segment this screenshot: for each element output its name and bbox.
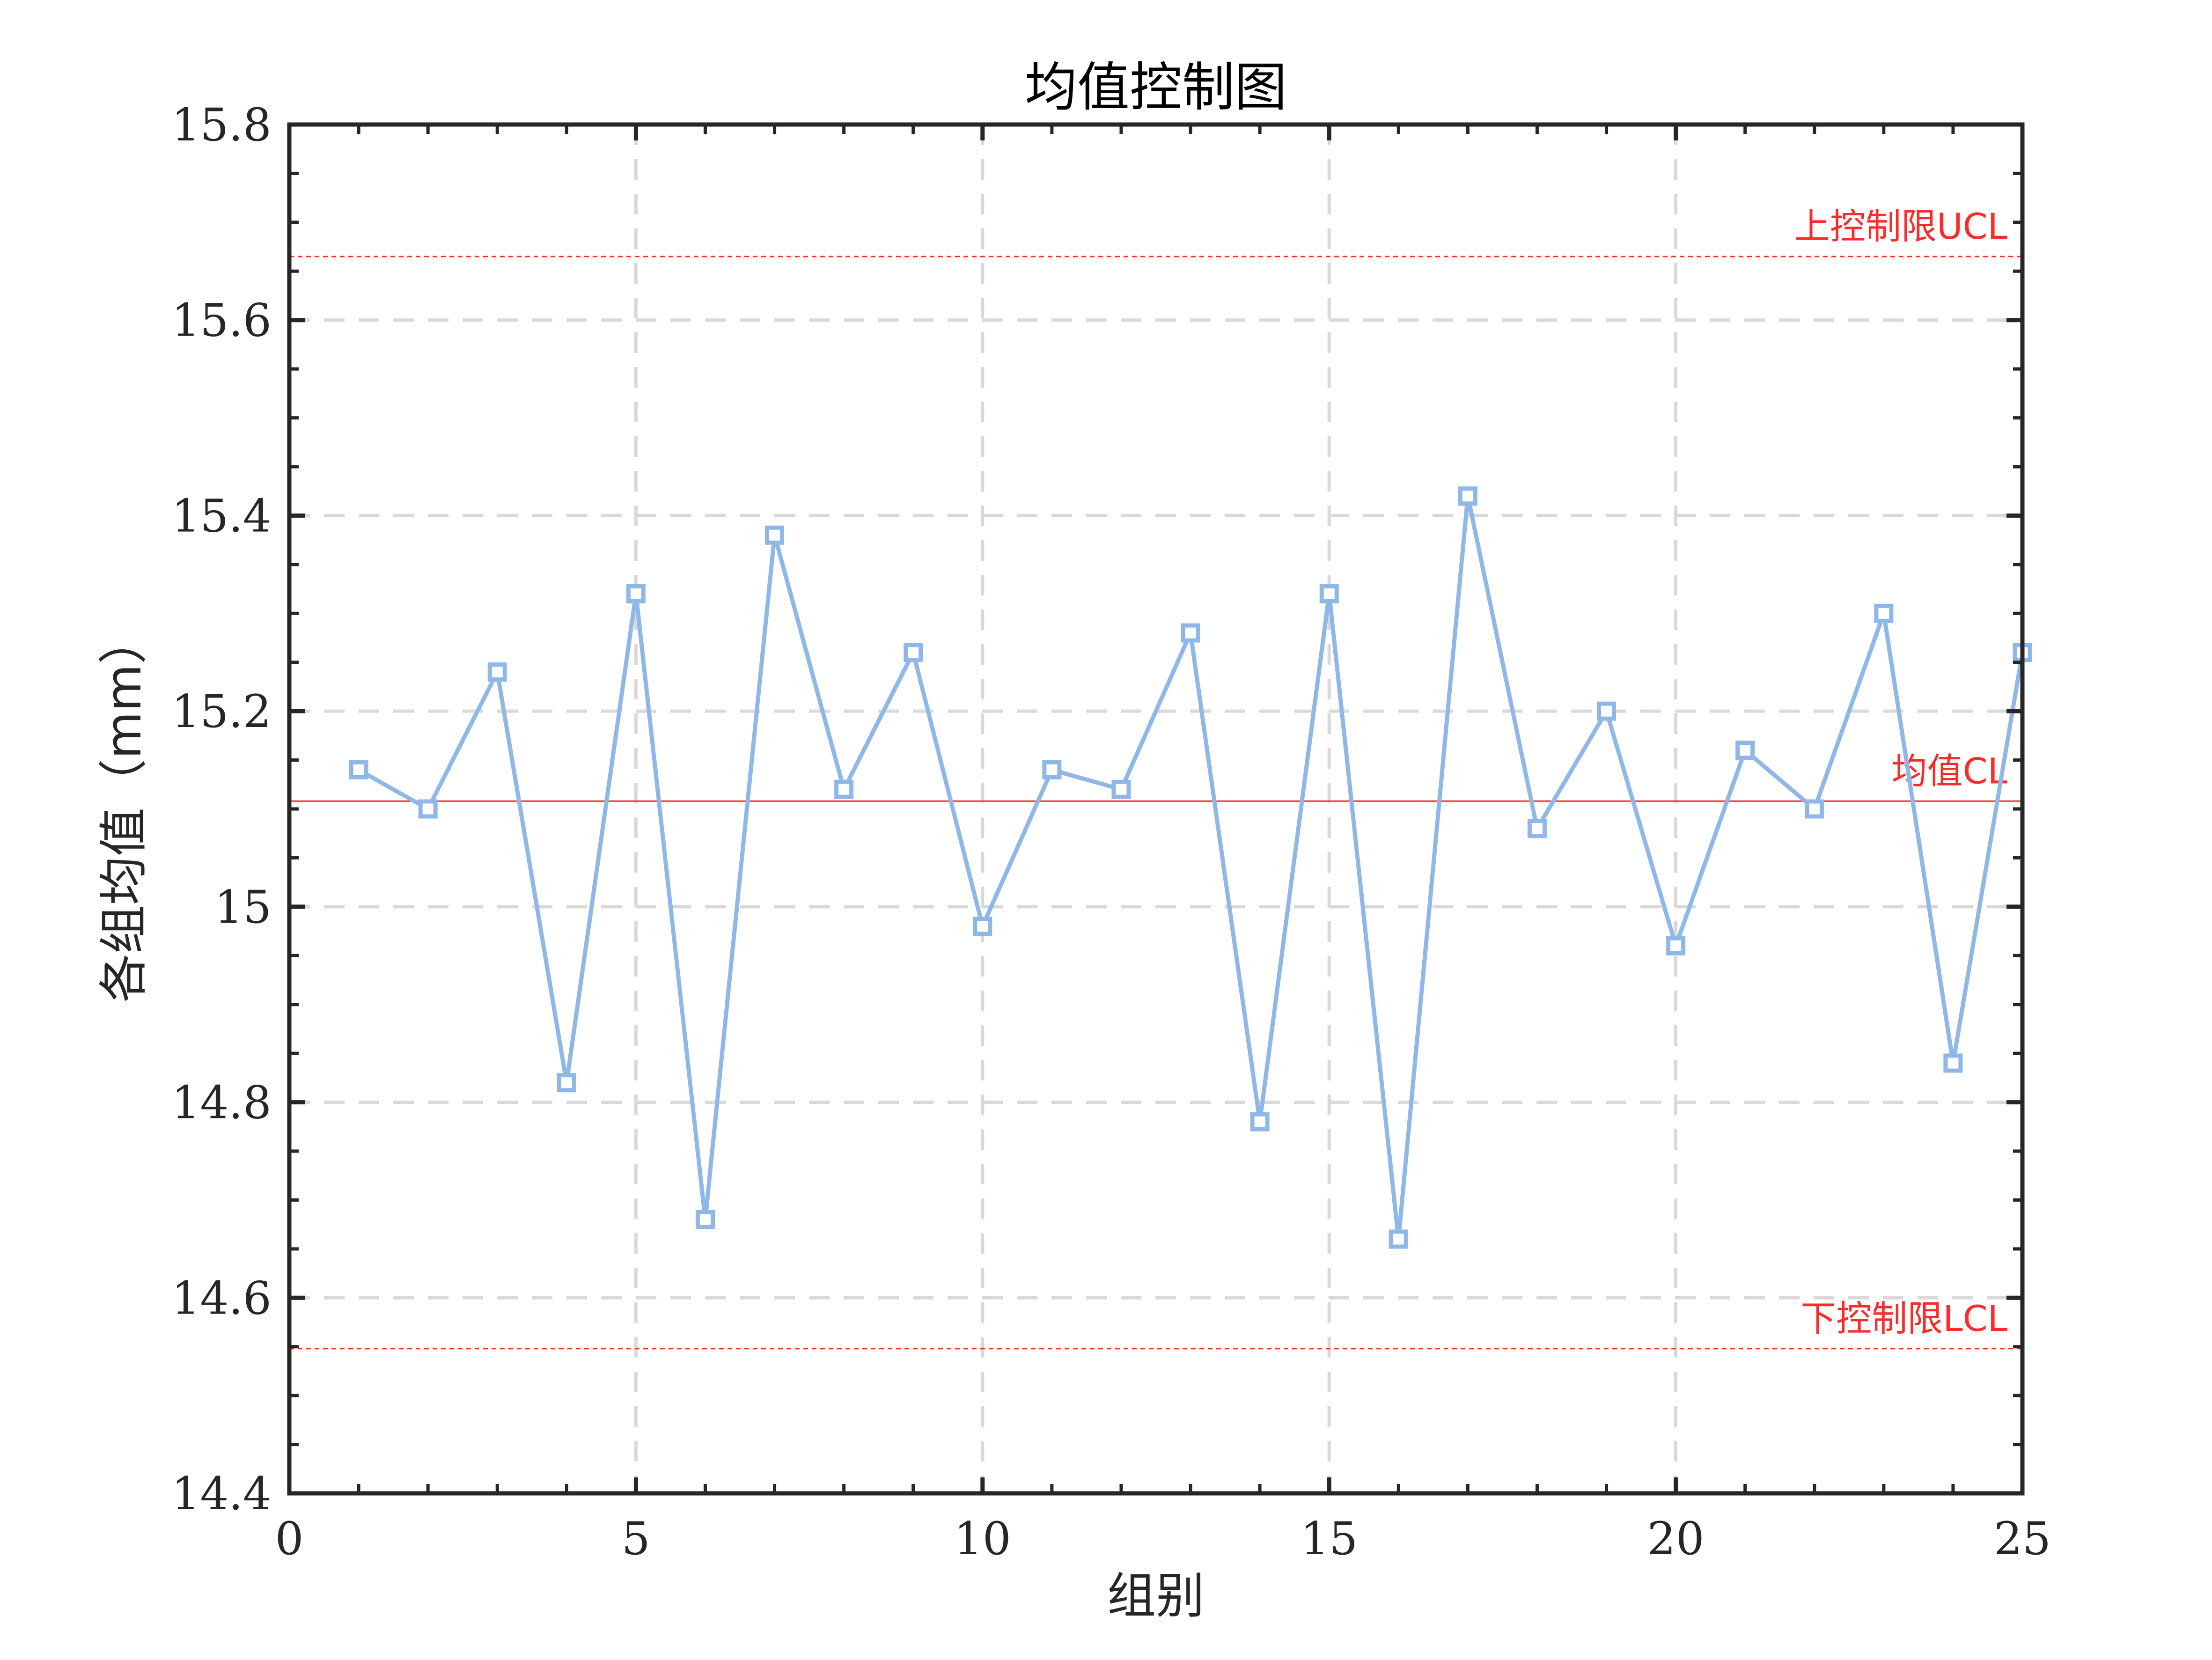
axis-ticks: 0 5 10 15 20 25 14.4 14.6 14.8 15 15.2 15.4 15.6 15.8	[171, 99, 2051, 1565]
data-point	[1111, 779, 1131, 799]
x-tick-label: 25	[1994, 1513, 2051, 1565]
data-point	[1250, 1112, 1270, 1131]
y-tick-label: 14.6	[171, 1272, 272, 1324]
data-point	[1666, 936, 1686, 955]
data-point	[487, 662, 507, 682]
data-point	[1943, 1053, 1963, 1073]
y-tick-label: 14.4	[171, 1468, 272, 1520]
y-tick-label: 14.8	[171, 1077, 272, 1129]
data-point	[1805, 799, 1824, 819]
data-point	[1597, 701, 1617, 721]
data-point	[626, 584, 646, 604]
data-point	[557, 1073, 576, 1093]
data-point	[1181, 623, 1200, 643]
x-axis-title: 组别	[1107, 1567, 1205, 1624]
data-point	[1319, 584, 1339, 604]
y-axis-title: 各组均值（mm）	[95, 616, 152, 1003]
x-tick-label: 10	[954, 1513, 1011, 1565]
data-point	[695, 1210, 715, 1229]
x-tick-label: 5	[622, 1513, 650, 1565]
data-point	[904, 643, 923, 662]
reference-line-label: 下控制限LCL	[1800, 1298, 2007, 1339]
y-tick-label: 15.4	[171, 490, 272, 542]
data-point	[349, 760, 368, 779]
y-tick-label: 15.6	[171, 294, 272, 347]
y-tick-label: 15	[214, 881, 272, 933]
data-point	[1874, 603, 1894, 623]
data-point	[765, 525, 785, 545]
x-tick-label: 20	[1647, 1513, 1705, 1565]
x-tick-label: 0	[275, 1513, 303, 1565]
reference-line-label: 上控制限UCL	[1794, 206, 2007, 247]
data-point	[418, 799, 438, 819]
y-tick-label: 15.8	[171, 99, 272, 151]
data-point	[1735, 741, 1755, 760]
y-tick-label: 15.2	[171, 685, 272, 738]
data-point	[1389, 1229, 1408, 1249]
data-point	[973, 917, 992, 936]
data-point	[1458, 486, 1477, 506]
data-point	[834, 779, 854, 799]
data-point	[1527, 819, 1547, 838]
data-point	[1042, 760, 1062, 779]
x-tick-label: 15	[1301, 1513, 1358, 1565]
grid-lines	[289, 125, 2022, 1493]
chart-title: 均值控制图	[1025, 57, 1287, 118]
